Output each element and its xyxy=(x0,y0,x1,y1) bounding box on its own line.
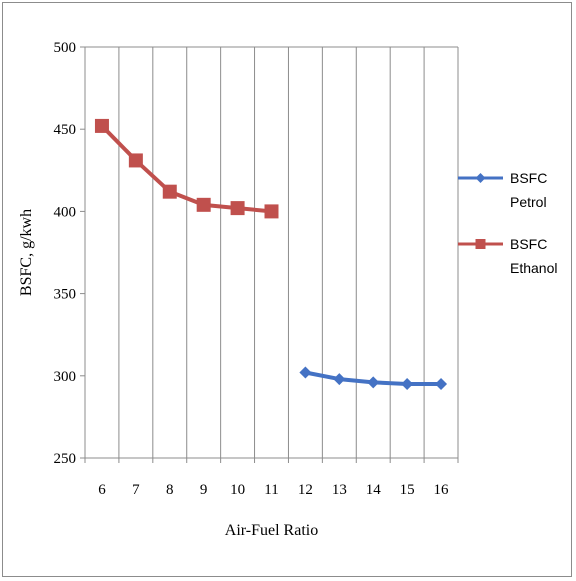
series-bsfc-petrol xyxy=(299,366,448,391)
data-point-diamond xyxy=(333,373,346,386)
legend-label: Petrol xyxy=(510,194,547,210)
x-tick-label: 13 xyxy=(332,482,347,498)
gridlines xyxy=(118,47,459,458)
x-tick-label: 7 xyxy=(132,482,140,498)
chart-frame xyxy=(2,2,572,577)
x-tick-label: 12 xyxy=(298,482,313,498)
data-point-square xyxy=(475,239,486,249)
data-point-square xyxy=(196,197,211,212)
y-tick-label: 300 xyxy=(54,369,77,385)
data-point-square xyxy=(230,201,245,216)
series-bsfc-ethanol xyxy=(94,118,279,219)
legend-item: BSFC Ethanol xyxy=(458,236,557,276)
data-point-square xyxy=(94,118,109,133)
data-point-diamond xyxy=(367,376,380,389)
x-axis-title: Air-Fuel Ratio xyxy=(225,522,318,539)
data-point-diamond xyxy=(475,173,486,183)
y-tick-label: 450 xyxy=(54,122,77,138)
legend-label: BSFC xyxy=(510,236,547,252)
x-axis-ticks: 6 7 8 9 10 11 12 13 14 15 16 xyxy=(84,458,459,498)
y-tick-label: 500 xyxy=(54,40,77,56)
x-tick-label: 16 xyxy=(434,482,450,498)
x-tick-label: 15 xyxy=(400,482,415,498)
y-tick-label: 350 xyxy=(54,287,77,303)
data-point-diamond xyxy=(435,378,448,391)
y-tick-label: 250 xyxy=(54,451,77,467)
data-point-square xyxy=(128,153,143,168)
x-tick-label: 14 xyxy=(366,482,382,498)
y-tick-label: 400 xyxy=(54,204,77,220)
data-point-square xyxy=(162,184,177,199)
series-layer xyxy=(94,118,448,391)
axes xyxy=(84,46,458,459)
data-point-diamond xyxy=(299,366,312,379)
x-tick-label: 10 xyxy=(230,482,245,498)
x-tick-label: 6 xyxy=(98,482,106,498)
data-point-square xyxy=(264,204,279,219)
legend-item: BSFC Petrol xyxy=(458,170,547,210)
data-point-diamond xyxy=(401,378,414,391)
y-axis-title: BSFC, g/kwh xyxy=(18,209,35,296)
legend: BSFC Petrol BSFC Ethanol xyxy=(458,170,557,276)
y-axis-ticks: 250 300 350 400 450 500 xyxy=(54,40,85,467)
legend-label: BSFC xyxy=(510,170,547,186)
x-tick-label: 8 xyxy=(166,482,174,498)
x-tick-label: 9 xyxy=(200,482,208,498)
x-tick-label: 11 xyxy=(264,482,278,498)
legend-label: Ethanol xyxy=(510,260,557,276)
